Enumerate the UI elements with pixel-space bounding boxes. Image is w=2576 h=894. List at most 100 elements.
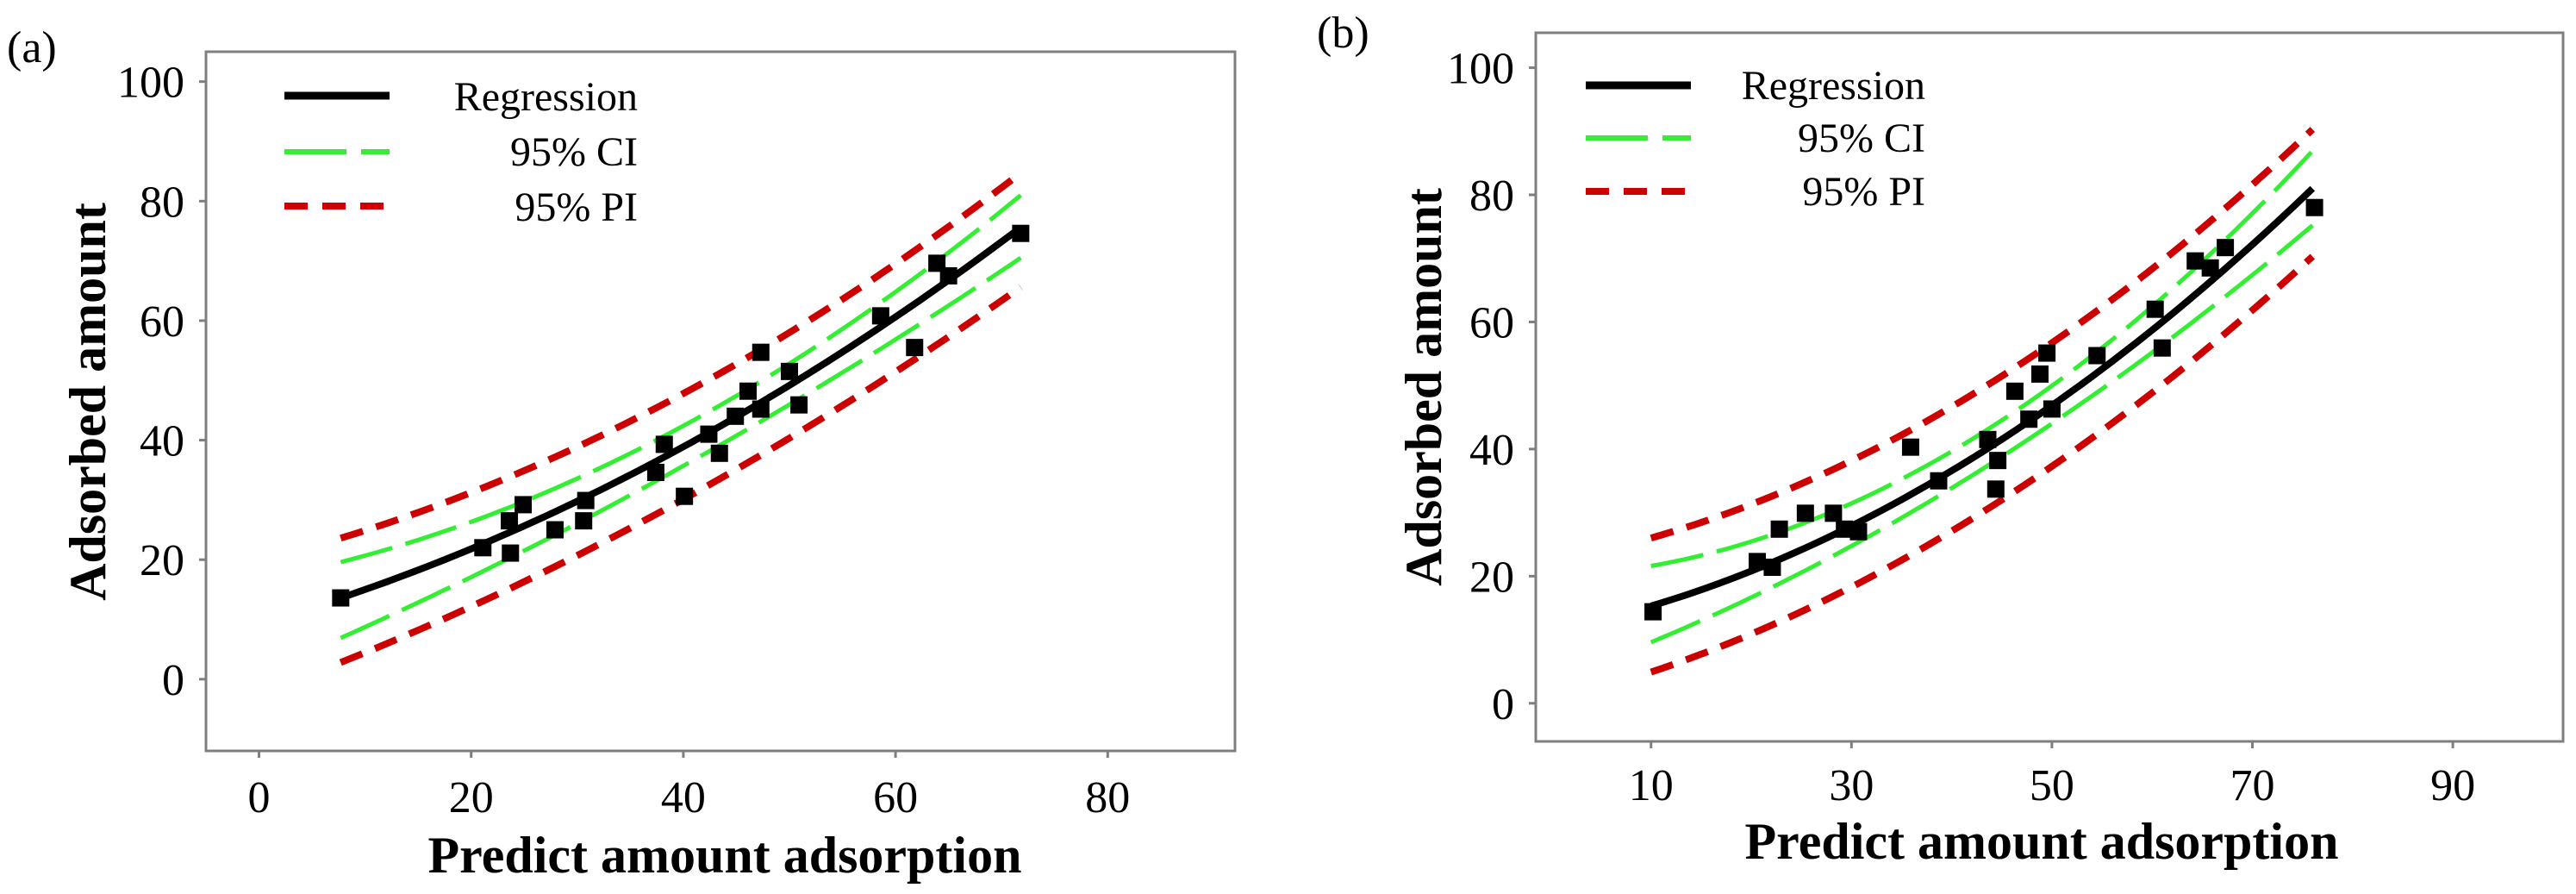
data-point (2153, 339, 2171, 357)
y-tick-label: 100 (1447, 45, 1514, 94)
data-point (1012, 224, 1030, 242)
x-axis-title: Predict amount adsorption (428, 827, 1022, 884)
legend: Regression 95% CI 95% PI (284, 74, 638, 230)
data-point (546, 521, 564, 539)
y-axis: 0 20 40 60 80 100 (117, 59, 206, 705)
data-point (1796, 504, 1814, 522)
y-axis-title: Adsorbed amount (59, 203, 116, 601)
legend: Regression 95% CI 95% PI (1586, 63, 1925, 215)
x-axis-title: Predict amount adsorption (1745, 813, 2339, 870)
data-point (1979, 430, 1997, 448)
y-tick-label: 60 (1469, 298, 1514, 347)
data-point (2217, 239, 2235, 257)
y-tick-label: 20 (1469, 553, 1514, 602)
legend-label-regression: Regression (454, 74, 638, 120)
data-point (577, 491, 595, 510)
data-point (2005, 382, 2024, 400)
data-point (1987, 480, 2005, 498)
panel-a: (a) 0 20 40 60 80 100 0 20 40 60 80 Regression 95… (7, 23, 1237, 884)
data-points (332, 224, 1030, 607)
legend-label-ci: 95% CI (1798, 116, 1925, 161)
data-point (752, 400, 770, 418)
x-tick-label: 50 (2030, 761, 2074, 810)
data-point (1770, 520, 1788, 538)
x-tick-label: 90 (2430, 761, 2475, 810)
data-point (676, 487, 694, 505)
x-tick-label: 0 (248, 773, 271, 822)
y-tick-label: 100 (117, 59, 184, 108)
data-point (1836, 520, 1854, 538)
y-tick-label: 0 (1492, 680, 1514, 729)
x-axis: 0 20 40 60 80 (248, 751, 1130, 822)
data-point (1901, 438, 1919, 456)
data-point (501, 512, 519, 530)
x-tick-label: 40 (661, 773, 706, 822)
data-point (2186, 252, 2205, 270)
data-point (781, 362, 799, 380)
plot-frame (204, 50, 1237, 753)
curve-ci-upper (1650, 149, 2315, 568)
data-point (332, 589, 350, 607)
y-axis-title: Adsorbed amount (1395, 188, 1452, 586)
x-tick-label: 60 (873, 773, 918, 822)
data-point (1930, 472, 1948, 490)
y-tick-label: 20 (140, 536, 184, 585)
data-point (1644, 603, 1662, 621)
y-tick-label: 0 (162, 656, 184, 705)
x-tick-label: 70 (2230, 761, 2274, 810)
x-tick-label: 10 (1629, 761, 1674, 810)
curve-regression (340, 224, 1023, 602)
data-point (2201, 259, 2219, 277)
y-axis: 0 20 40 60 80 100 (1447, 45, 1536, 729)
legend-label-ci: 95% CI (510, 129, 638, 175)
data-point (2043, 400, 2061, 418)
data-point (2030, 365, 2049, 383)
legend-label-pi: 95% PI (515, 184, 638, 230)
data-points (1644, 198, 2323, 621)
data-point (1824, 504, 1843, 522)
panel-b: (b) 0 20 40 60 80 100 10 30 50 70 90 Regression 9… (1317, 9, 2565, 870)
y-tick-label: 60 (140, 297, 184, 347)
panel-label: (a) (7, 23, 57, 72)
y-tick-label: 40 (1469, 426, 1514, 475)
data-point (2038, 344, 2056, 362)
data-point (739, 382, 758, 400)
legend-label-regression: Regression (1742, 63, 1925, 109)
plot-frame (1534, 31, 2565, 743)
data-point (790, 396, 808, 414)
data-point (502, 544, 520, 562)
data-point (1989, 452, 2007, 470)
data-point (2088, 347, 2106, 365)
y-tick-label: 40 (140, 417, 184, 466)
data-point (2146, 300, 2164, 318)
data-point (700, 425, 718, 443)
data-point (1849, 522, 1868, 541)
data-point (2020, 410, 2038, 428)
data-point (727, 407, 745, 425)
data-point (474, 539, 492, 557)
curves (339, 170, 1023, 666)
data-point (646, 463, 664, 481)
data-point (752, 343, 770, 361)
legend-label-pi: 95% PI (1802, 169, 1925, 215)
data-point (1749, 553, 1767, 571)
x-tick-label: 80 (1085, 773, 1130, 822)
y-tick-label: 80 (140, 178, 184, 227)
data-point (710, 444, 728, 462)
x-tick-label: 20 (449, 773, 494, 822)
data-point (1763, 559, 1781, 577)
data-point (906, 339, 924, 357)
x-axis: 10 30 50 70 90 (1629, 741, 2475, 810)
data-point (939, 266, 957, 284)
curve-pi-upper (340, 170, 1023, 542)
data-point (655, 435, 673, 453)
x-tick-label: 30 (1829, 761, 1874, 810)
curve-ci-lower (340, 256, 1022, 641)
data-point (515, 496, 533, 514)
curve-pi-lower (1650, 253, 2315, 676)
data-point (2305, 198, 2323, 216)
data-point (575, 512, 593, 530)
panel-label: (b) (1317, 9, 1369, 58)
curve-ci-lower (1650, 223, 2314, 645)
